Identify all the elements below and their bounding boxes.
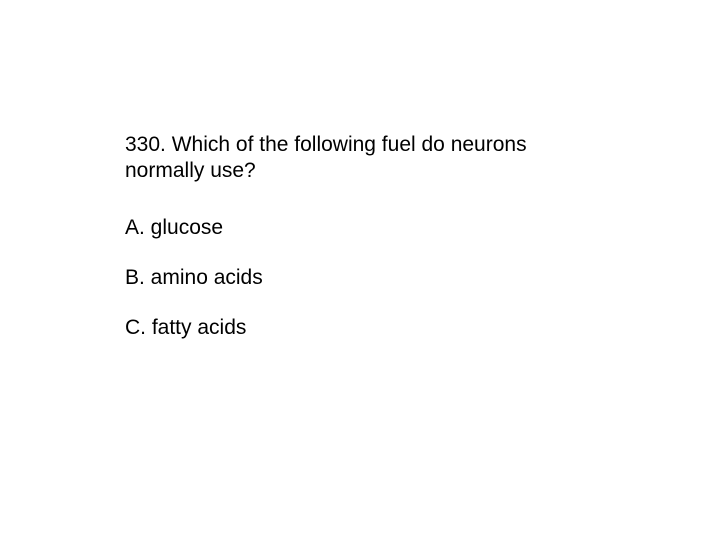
option-a: A. glucose — [125, 215, 565, 241]
option-b: B. amino acids — [125, 265, 565, 291]
option-c: C. fatty acids — [125, 315, 565, 341]
question-block: 330. Which of the following fuel do neur… — [125, 132, 565, 365]
question-text: 330. Which of the following fuel do neur… — [125, 132, 565, 185]
slide: 330. Which of the following fuel do neur… — [0, 0, 720, 540]
